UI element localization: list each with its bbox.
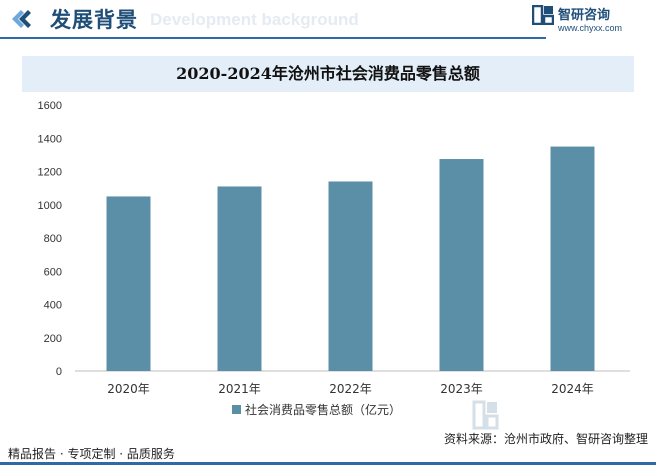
footer-divider <box>0 462 656 465</box>
brand-url: www.chyxx.com <box>558 23 623 33</box>
chart-title: 2020-2024年沧州市社会消费品零售总额 <box>176 64 480 83</box>
y-tick-label: 1600 <box>38 100 62 112</box>
bar <box>217 186 262 371</box>
brand-logo-icon <box>532 5 554 25</box>
bar <box>439 159 484 371</box>
x-tick-label: 2020年 <box>107 382 150 396</box>
bar <box>328 181 373 371</box>
chart-title-band: 2020-2024年沧州市社会消费品零售总额 <box>22 56 634 92</box>
x-tick-label: 2021年 <box>218 382 261 396</box>
bar <box>550 146 595 371</box>
y-tick-label: 1200 <box>38 167 62 179</box>
bar <box>106 196 151 371</box>
page-title: 发展背景 <box>50 8 138 32</box>
y-tick-label: 1400 <box>38 133 62 145</box>
header-divider <box>0 37 546 39</box>
y-tick-label: 800 <box>44 233 62 245</box>
header: Development background 发展背景 智研咨询 www.chy… <box>0 0 656 40</box>
y-tick-label: 1000 <box>38 200 62 212</box>
watermark-logo-icon <box>472 400 499 430</box>
x-tick-label: 2022年 <box>329 382 372 396</box>
x-tick-label: 2023年 <box>440 382 483 396</box>
y-tick-label: 0 <box>56 366 62 378</box>
y-tick-label: 200 <box>44 333 62 345</box>
brand-name: 智研咨询 <box>558 8 611 23</box>
header-ghost-text: Development background <box>150 10 359 29</box>
brand: 智研咨询 www.chyxx.com <box>532 4 642 38</box>
x-tick-label: 2024年 <box>551 382 594 396</box>
y-tick-label: 600 <box>44 266 62 278</box>
y-tick-label: 400 <box>44 300 62 312</box>
legend-label: 社会消费品零售总额（亿元） <box>245 402 401 417</box>
double-chevron-icon <box>12 10 31 28</box>
legend-swatch <box>232 405 241 414</box>
source-note: 资料来源：沧州市政府、智研咨询整理 <box>443 432 648 446</box>
footer-slogan: 精品报告 · 专项定制 · 品质服务 <box>8 447 175 461</box>
